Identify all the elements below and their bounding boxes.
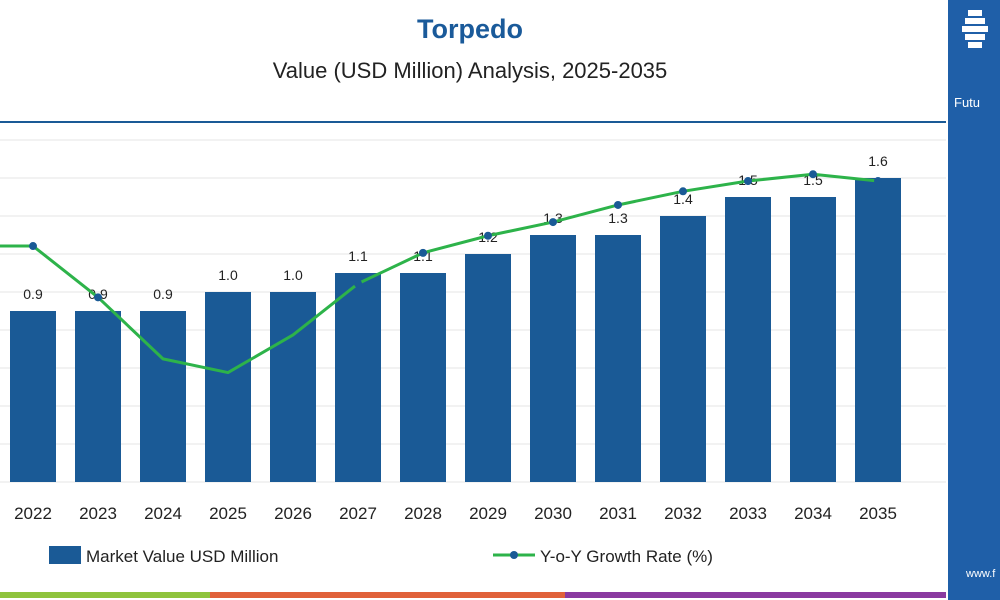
bar-2024	[140, 311, 186, 482]
brand-url-text: www.f	[966, 568, 996, 580]
bar-value-label-2022: 0.9	[23, 286, 43, 302]
brand-logo-icon	[962, 10, 988, 48]
x-tick-2025: 2025	[209, 504, 247, 523]
bottom-color-strip	[0, 592, 946, 598]
growth-point-2035	[874, 177, 882, 186]
x-tick-labels: 2022 2023 2024 2025 2026 2027 2028 2029 2030 2031…	[14, 504, 897, 523]
legend-label-bar: Market Value USD Million	[86, 547, 278, 566]
bar-value-label-2027: 1.1	[348, 248, 368, 264]
chart: 0.90.90.91.01.01.11.11.21.31.31.41.51.51…	[0, 121, 946, 598]
bar-2033	[725, 197, 771, 482]
bar-2022	[10, 311, 56, 482]
side-brand-panel: Futu www.f	[948, 0, 1000, 600]
growth-point-2033	[744, 177, 752, 186]
x-tick-2027: 2027	[339, 504, 377, 523]
growth-point-2034	[809, 170, 817, 179]
x-tick-2028: 2028	[404, 504, 442, 523]
legend-swatch-marker	[510, 551, 518, 559]
bar-2028	[400, 273, 446, 482]
bars: 0.90.90.91.01.01.11.11.21.31.31.41.51.51…	[10, 153, 901, 482]
growth-point-2029	[484, 231, 492, 240]
x-tick-2034: 2034	[794, 504, 832, 523]
bar-2027	[335, 273, 381, 482]
growth-point-2031	[614, 200, 622, 209]
bar-2030	[530, 235, 576, 482]
x-tick-2030: 2030	[534, 504, 572, 523]
legend-label-line: Y-o-Y Growth Rate (%)	[540, 547, 713, 566]
bar-value-label-2032: 1.4	[673, 191, 693, 207]
bar-value-label-2026: 1.0	[283, 267, 303, 283]
growth-line-group	[0, 170, 882, 375]
growth-point-2023	[94, 293, 102, 302]
bar-2023	[75, 311, 121, 482]
growth-point-2030	[549, 218, 557, 227]
legend-swatch-bar	[49, 546, 81, 564]
x-tick-2029: 2029	[469, 504, 507, 523]
bar-2034	[790, 197, 836, 482]
chart-subtitle: Value (USD Million) Analysis, 2025-2035	[272, 58, 668, 83]
x-tick-2022: 2022	[14, 504, 52, 523]
bar-2031	[595, 235, 641, 482]
growth-point-2028	[419, 248, 427, 257]
growth-point-2032	[679, 187, 687, 196]
growth-point-2027	[354, 279, 362, 288]
bar-value-label-2024: 0.9	[153, 286, 173, 302]
chart-title: Torpedo	[417, 14, 523, 44]
bar-2029	[465, 254, 511, 482]
strip-segment-1	[0, 592, 210, 598]
legend: Market Value USD Million Y-o-Y Growth Ra…	[49, 546, 713, 566]
x-tick-2024: 2024	[144, 504, 182, 523]
x-tick-2033: 2033	[729, 504, 767, 523]
brand-name-text: Futu	[954, 95, 981, 110]
x-tick-2035: 2035	[859, 504, 897, 523]
bar-2035	[855, 178, 901, 482]
x-tick-2031: 2031	[599, 504, 637, 523]
x-tick-2026: 2026	[274, 504, 312, 523]
strip-segment-2	[210, 592, 565, 598]
x-tick-2032: 2032	[664, 504, 702, 523]
bar-value-label-2025: 1.0	[218, 267, 238, 283]
x-tick-2023: 2023	[79, 504, 117, 523]
bar-2032	[660, 216, 706, 482]
strip-segment-3	[565, 592, 946, 598]
bar-value-label-2031: 1.3	[608, 210, 628, 226]
bar-value-label-2035: 1.6	[868, 153, 888, 169]
growth-point-2022	[29, 242, 37, 251]
bar-2025	[205, 292, 251, 482]
